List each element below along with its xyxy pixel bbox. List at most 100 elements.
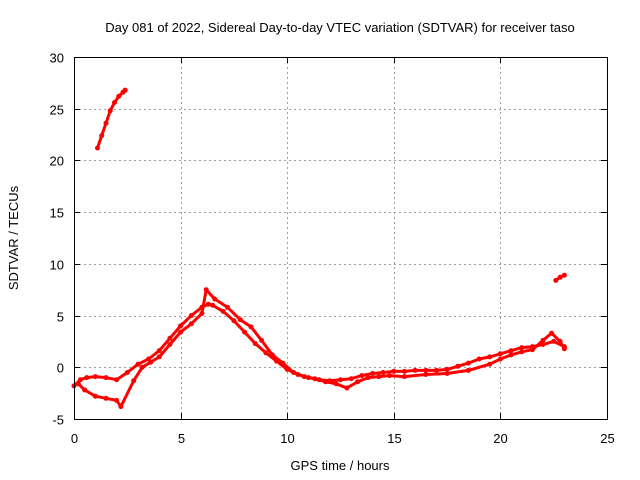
data-point — [365, 375, 371, 381]
data-point — [291, 370, 297, 375]
data-point — [92, 374, 98, 380]
data-point — [355, 379, 361, 385]
data-point — [348, 376, 354, 382]
data-point — [423, 372, 429, 377]
data-point — [508, 348, 514, 354]
data-point — [412, 367, 418, 373]
data-point — [423, 367, 429, 373]
data-point — [167, 335, 173, 341]
data-point — [444, 366, 450, 372]
data-point — [188, 321, 194, 327]
data-point — [497, 356, 503, 362]
y-tick-label: 0 — [57, 361, 64, 376]
y-tick-labels: -5 0 5 10 15 20 25 30 — [50, 51, 64, 428]
data-point — [225, 304, 230, 310]
data-point — [433, 367, 439, 373]
x-axis-label: GPS time / hours — [291, 458, 390, 473]
y-tick-label: 20 — [50, 154, 64, 169]
data-point — [156, 354, 162, 360]
series-line — [96, 88, 127, 150]
y-tick-label: -5 — [52, 413, 64, 428]
data-point — [553, 277, 559, 283]
data-point — [95, 145, 100, 151]
y-tick-label: 30 — [50, 51, 64, 66]
series-early-high-segment — [95, 87, 128, 151]
data-point — [269, 352, 275, 358]
x-tick-label: 15 — [387, 431, 401, 446]
data-point — [148, 359, 154, 365]
data-point — [92, 393, 98, 399]
data-point — [199, 311, 205, 316]
x-tick-label: 5 — [178, 431, 185, 446]
x-tick-label: 20 — [493, 431, 507, 446]
data-point — [476, 356, 482, 362]
data-point — [114, 397, 120, 403]
plot-frame — [74, 57, 608, 420]
data-point — [220, 308, 226, 314]
series-line — [76, 288, 566, 409]
data-point — [188, 313, 194, 319]
y-tick-label: 25 — [50, 103, 64, 118]
chart-title: Day 081 of 2022, Sidereal Day-to-day VTE… — [105, 20, 574, 35]
data-point — [156, 348, 162, 354]
data-point — [84, 375, 90, 381]
data-point — [231, 318, 237, 324]
data-point — [487, 361, 493, 367]
axis-ticks — [74, 57, 608, 420]
data-point — [549, 330, 555, 336]
series-main-trace-b — [75, 287, 567, 410]
data-point — [529, 347, 535, 353]
data-point — [444, 371, 450, 376]
data-point — [205, 301, 211, 307]
y-tick-label: 10 — [50, 258, 64, 273]
data-point — [561, 272, 567, 278]
series-late-high-segment — [553, 272, 567, 283]
data-point — [135, 361, 141, 367]
data-point — [344, 385, 350, 391]
data-point — [103, 395, 109, 401]
data-point — [114, 377, 120, 383]
data-point — [455, 363, 461, 369]
data-point — [75, 381, 81, 387]
data-point — [259, 337, 265, 343]
data-point — [387, 373, 392, 379]
data-point — [103, 120, 109, 126]
series-main-trace-a — [71, 301, 567, 389]
data-point — [178, 323, 184, 329]
data-point — [312, 376, 318, 382]
data-point — [263, 350, 269, 356]
data-point — [519, 345, 525, 351]
data-point — [167, 342, 173, 347]
data-point — [323, 379, 329, 385]
data-point — [359, 373, 365, 379]
data-point — [380, 370, 386, 375]
data-point — [519, 349, 525, 355]
data-point — [139, 364, 145, 370]
data-series — [71, 87, 567, 410]
data-point — [338, 377, 343, 383]
data-point — [333, 381, 339, 387]
data-point — [82, 387, 88, 393]
data-point — [391, 368, 397, 374]
data-point — [77, 377, 83, 383]
data-point — [103, 375, 109, 381]
data-point — [122, 87, 128, 93]
data-point — [116, 93, 122, 99]
data-point — [376, 374, 382, 380]
data-point — [131, 378, 137, 384]
data-point — [99, 133, 105, 139]
data-point — [252, 341, 258, 346]
data-point — [370, 371, 375, 376]
data-point — [487, 354, 493, 360]
data-point — [301, 374, 307, 380]
data-point — [465, 367, 471, 373]
data-point — [178, 329, 184, 335]
data-point — [118, 404, 124, 410]
data-point — [242, 329, 248, 335]
data-point — [551, 338, 557, 344]
x-tick-label: 10 — [280, 431, 294, 446]
data-point — [124, 370, 130, 375]
grid — [74, 57, 607, 419]
x-tick-labels: 0 5 10 15 20 25 — [71, 431, 615, 446]
